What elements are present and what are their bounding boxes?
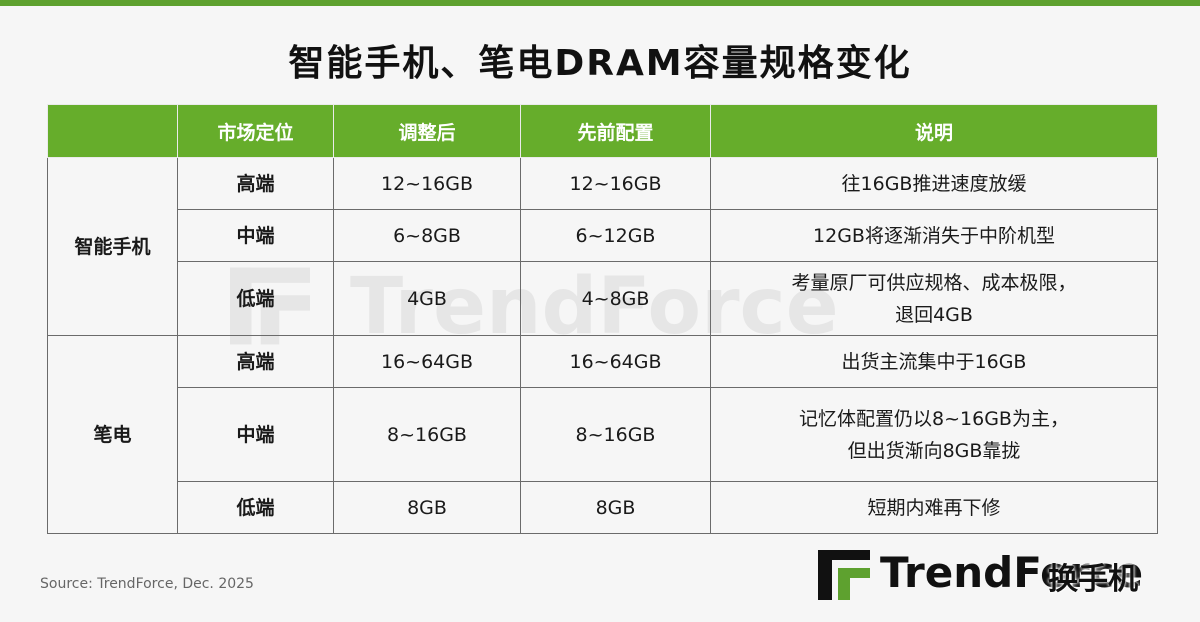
adjusted-cell: 4GB	[333, 261, 521, 336]
table-row: 中端 8~16GB 8~16GB 记忆体配置仍以8~16GB为主， 但出货渐向8…	[48, 387, 1158, 482]
note-cell: 12GB将逐渐消失于中阶机型	[710, 209, 1158, 262]
note-line: 短期内难再下修	[867, 496, 1001, 519]
note-cell: 短期内难再下修	[710, 481, 1158, 534]
trendforce-logo-icon	[818, 550, 870, 600]
tier-cell: 低端	[177, 481, 334, 534]
category-cell-notebook: 笔电	[47, 335, 178, 534]
note-line: 往16GB推进速度放缓	[841, 172, 1027, 195]
source-note: Source: TrendForce, Dec. 2025	[40, 576, 254, 592]
note-line: 12GB将逐渐消失于中阶机型	[813, 224, 1055, 247]
tier-cell: 中端	[177, 209, 334, 262]
note-cell: 记忆体配置仍以8~16GB为主， 但出货渐向8GB靠拢	[710, 387, 1158, 482]
table-row: 低端 8GB 8GB 短期内难再下修	[48, 481, 1158, 534]
note-line: 记忆体配置仍以8~16GB为主，	[799, 407, 1069, 430]
note-line: 但出货渐向8GB靠拢	[847, 439, 1021, 462]
header-note: 说明	[710, 104, 1158, 158]
header-adjusted: 调整后	[333, 104, 521, 158]
top-accent-bar	[0, 0, 1200, 6]
adjusted-cell: 6~8GB	[333, 209, 521, 262]
note-cell: 考量原厂可供应规格、成本极限， 退回4GB	[710, 261, 1158, 336]
adjusted-cell: 12~16GB	[333, 157, 521, 210]
dram-spec-table: 市场定位 调整后 先前配置 说明 智能手机 高端 12~16GB 12~16GB…	[47, 104, 1158, 534]
trendforce-logo: TrendForce	[818, 546, 1188, 602]
previous-cell: 4~8GB	[520, 261, 711, 336]
previous-cell: 8GB	[520, 481, 711, 534]
adjusted-cell: 16~64GB	[333, 335, 521, 388]
table-row: 笔电 高端 16~64GB 16~64GB 出货主流集中于16GB	[47, 335, 1158, 534]
note-cell: 往16GB推进速度放缓	[710, 157, 1158, 210]
note-line: 退回4GB	[895, 303, 973, 326]
previous-cell: 12~16GB	[520, 157, 711, 210]
adjusted-cell: 8GB	[333, 481, 521, 534]
tier-cell: 高端	[177, 157, 334, 210]
note-line: 出货主流集中于16GB	[841, 350, 1027, 373]
tier-cell: 中端	[177, 387, 334, 482]
adjusted-cell: 8~16GB	[333, 387, 521, 482]
table-row: 低端 4GB 4~8GB 考量原厂可供应规格、成本极限， 退回4GB	[48, 261, 1158, 336]
tier-cell: 高端	[177, 335, 334, 388]
tier-cell: 低端	[177, 261, 334, 336]
page-title: 智能手机、笔电DRAM容量规格变化	[288, 43, 912, 84]
logo-text: TrendForce	[880, 548, 1144, 597]
previous-cell: 16~64GB	[520, 335, 711, 388]
header-previous: 先前配置	[520, 104, 711, 158]
header-market-position: 市场定位	[177, 104, 334, 158]
previous-cell: 6~12GB	[520, 209, 711, 262]
previous-cell: 8~16GB	[520, 387, 711, 482]
header-category	[47, 104, 178, 158]
watermark-stamp: 换手机	[1048, 562, 1138, 597]
note-line: 考量原厂可供应规格、成本极限，	[791, 271, 1077, 294]
table-header-row: 市场定位 调整后 先前配置 说明	[47, 104, 1158, 158]
note-cell: 出货主流集中于16GB	[710, 335, 1158, 388]
table-row: 中端 6~8GB 6~12GB 12GB将逐渐消失于中阶机型	[48, 209, 1158, 262]
category-cell-smartphone: 智能手机	[47, 157, 178, 336]
table-row: 智能手机 高端 12~16GB 12~16GB 往16GB推进速度放缓	[47, 157, 1158, 336]
